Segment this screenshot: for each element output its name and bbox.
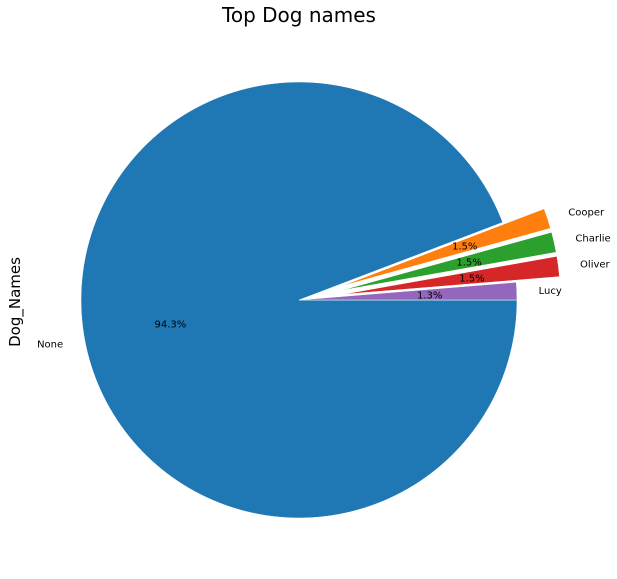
slice-label-cooper: Cooper — [568, 208, 605, 219]
slice-cooper — [340, 208, 551, 287]
y-axis-label: Dog_Names — [6, 257, 25, 347]
pct-label-oliver: 1.5% — [459, 274, 484, 285]
slice-label-lucy: Lucy — [539, 286, 562, 297]
slice-label-charlie: Charlie — [575, 233, 610, 244]
chart-title: Top Dog names — [221, 3, 376, 27]
pie-labels: None 94.3% Cooper 1.5% Charlie 1.5% Oliver 1.5%… — [37, 208, 611, 351]
slice-charlie — [341, 231, 557, 291]
pct-label-none: 94.3% — [154, 320, 186, 331]
slice-label-none: None — [37, 339, 63, 350]
slice-label-oliver: Oliver — [580, 260, 610, 271]
pct-label-cooper: 1.5% — [452, 242, 477, 253]
pct-label-charlie: 1.5% — [456, 257, 481, 268]
slice-oliver — [342, 255, 560, 295]
pct-label-lucy: 1.3% — [417, 291, 442, 302]
pie-slices — [80, 81, 560, 519]
slice-lucy — [298, 281, 518, 301]
